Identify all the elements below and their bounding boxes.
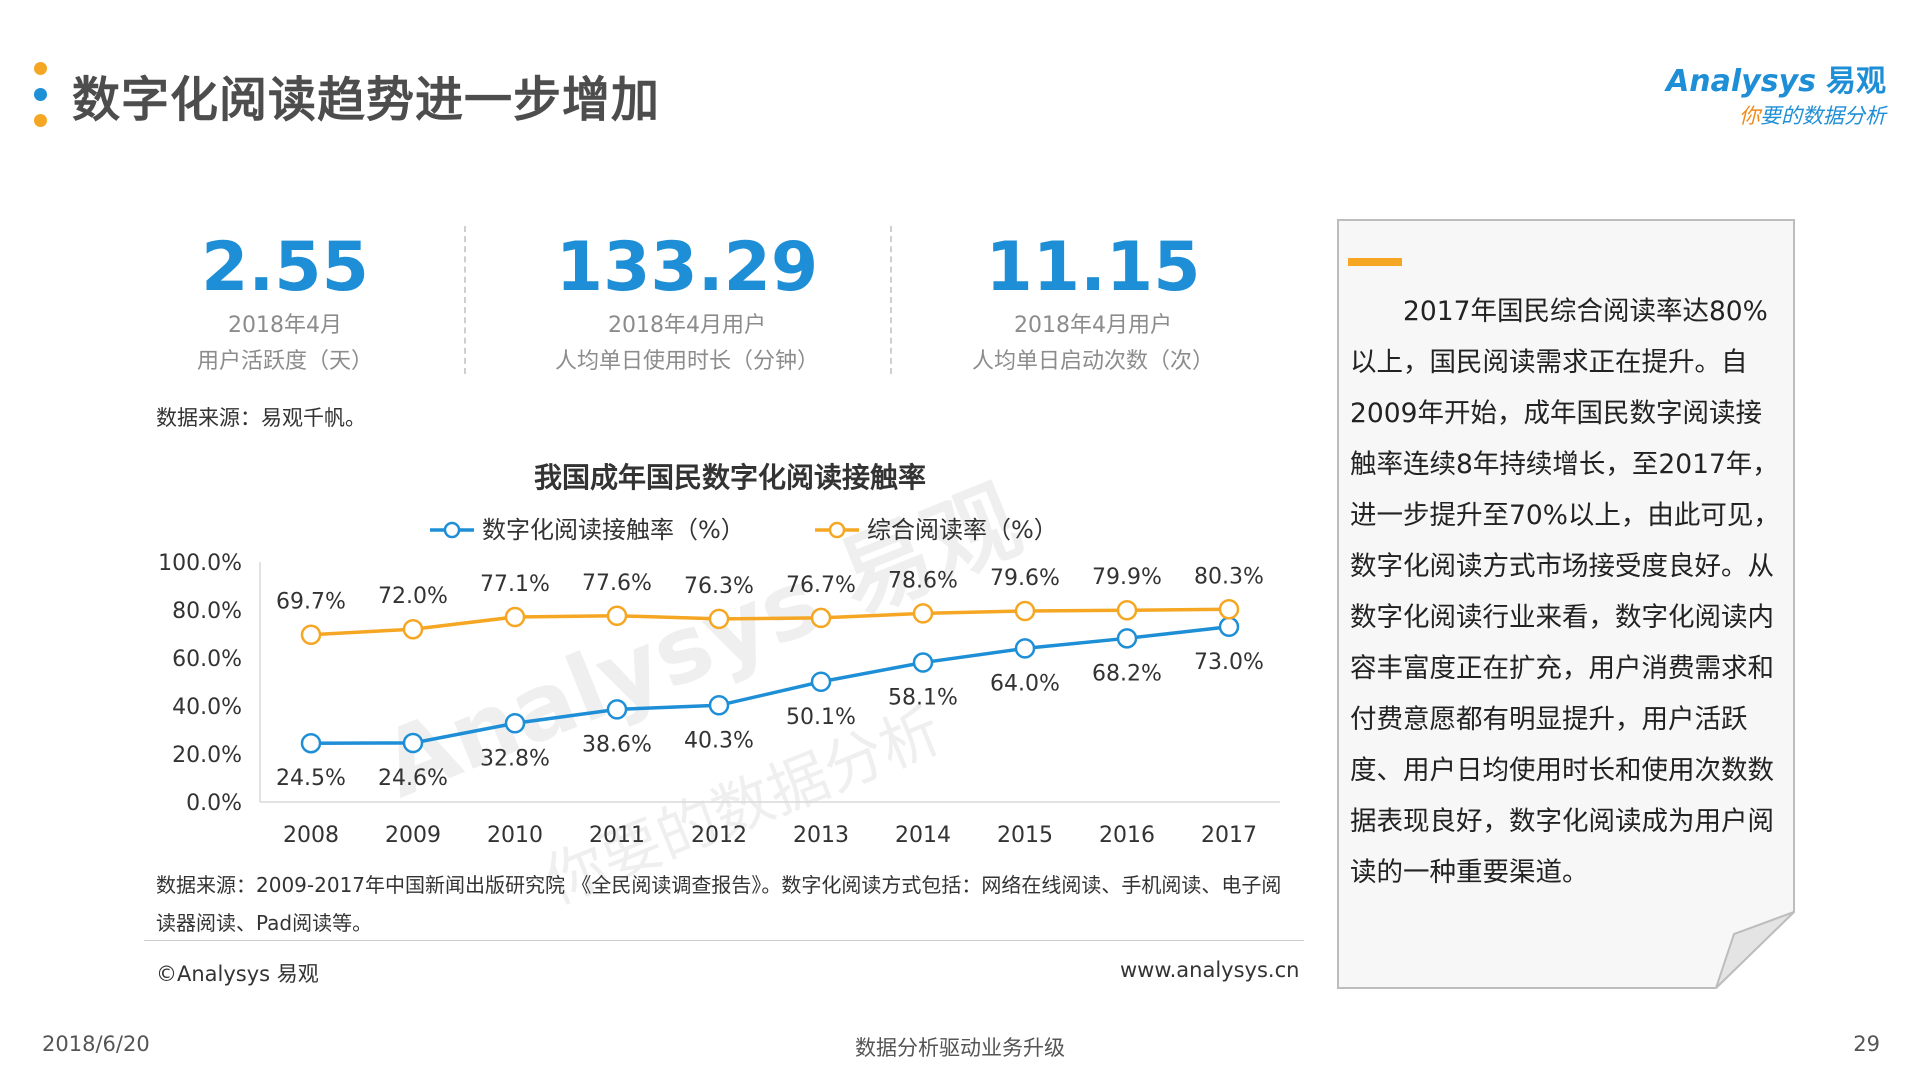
y-tick-label: 80.0% [172,599,242,624]
kpi-divider [890,226,892,374]
kpi-label-line2: 人均单日启动次数（次） [971,349,1214,374]
data-label: 78.6% [888,568,958,593]
x-tick-label: 2011 [589,823,645,848]
kpi-label-line2: 用户活跃度（天） [196,349,373,374]
data-point [1014,600,1036,622]
legend-label: 综合阅读率（%） [867,516,1058,544]
footer-slogan: 数据分析驱动业务升级 [855,1036,1065,1060]
data-point [1116,628,1138,649]
kpi-active-days: 2.55 2018年4月 用户活跃度（天） [120,228,450,380]
accent-bar [1348,258,1402,266]
data-point [402,732,424,754]
data-label: 68.2% [1092,661,1162,686]
data-point [300,732,322,754]
data-label: 76.7% [786,573,856,598]
y-tick-label: 40.0% [172,695,242,720]
data-point [504,606,526,628]
data-label: 58.1% [888,686,958,711]
orange-dot [34,62,47,75]
data-point [504,713,526,734]
data-point [606,605,628,627]
page-number: 29 [1853,1032,1880,1056]
series-line [310,625,1230,745]
series-line [310,607,1230,637]
data-label: 80.3% [1194,564,1264,589]
kpi-value: 11.15 [985,228,1201,307]
insight-text: 2017年国民综合阅读率达80%以上，国民阅读需求正在提升。自2009年开始，成… [1350,296,1780,888]
data-point [810,607,832,629]
orange-dot [34,114,47,127]
data-label: 69.7% [276,590,346,615]
x-tick-label: 2015 [997,823,1053,848]
blue-dot [34,88,47,101]
data-label: 77.6% [582,571,652,596]
chart-title: 我国成年国民数字化阅读接触率 [533,461,926,494]
website-link[interactable]: www.analysys.cn [1120,958,1300,982]
x-tick-label: 2008 [283,823,339,848]
title-bullet-dots [34,62,50,132]
kpi-data-source: 数据来源：易观千帆。 [156,406,366,430]
data-label: 76.3% [684,574,754,599]
kpi-label-line1: 2018年4月 [228,313,342,338]
logo-wordmark: Analysys 易观 [1666,64,1886,99]
data-point [606,699,628,720]
x-tick-label: 2012 [691,823,747,848]
data-point [402,618,424,640]
y-tick-label: 60.0% [172,647,242,672]
chart-data-source: 数据来源：2009-2017年中国新闻出版研究院 《全民阅读调查报告》。数字化阅… [156,873,1282,935]
divider-line [144,940,1304,941]
copyright: ©Analysys 易观 [156,962,319,986]
data-point [708,695,730,716]
data-point [1116,599,1138,621]
data-point [810,671,832,693]
kpi-daily-launches: 11.15 2018年4月用户 人均单日启动次数（次） [928,228,1258,380]
data-label: 50.1% [786,705,856,730]
data-label: 32.8% [480,746,550,771]
logo-tagline: 你要的数据分析 [1739,104,1886,128]
data-label: 77.1% [480,572,550,597]
data-point [912,603,934,624]
data-label: 38.6% [582,732,652,757]
data-point [708,608,730,630]
x-tick-label: 2016 [1099,823,1155,848]
insight-note-card: 2017年国民综合阅读率达80%以上，国民阅读需求正在提升。自2009年开始，成… [1336,218,1796,990]
y-tick-label: 20.0% [172,743,242,768]
data-point [912,652,934,673]
legend-marker [443,521,461,539]
data-label: 73.0% [1194,650,1264,675]
kpi-divider [464,226,466,374]
line-chart: 0.0% 20.0% 40.0% 60.0% 80.0% 100.0% 2008 2009 20… [158,516,1280,848]
kpi-label-line2: 人均单日使用时长（分钟） [554,349,819,374]
data-point [1014,638,1036,659]
data-point [1218,599,1240,620]
data-label: 24.6% [378,766,448,791]
data-label: 79.6% [990,566,1060,591]
kpi-value: 2.55 [201,228,369,307]
data-point [1218,616,1240,638]
x-tick-label: 2017 [1201,823,1257,848]
legend-marker [828,521,846,539]
data-label: 24.5% [276,766,346,791]
kpi-label-line1: 2018年4月用户 [608,313,766,338]
x-tick-label: 2014 [895,823,951,848]
note-paper-shape [1337,219,1795,989]
x-tick-label: 2013 [793,823,849,848]
y-tick-label: 100.0% [158,551,242,576]
analysys-logo: Analysys 易观 你要的数据分析 [1646,56,1886,136]
data-label: 72.0% [378,584,448,609]
footer-date: 2018/6/20 [42,1032,150,1056]
x-tick-label: 2010 [487,823,543,848]
kpi-value: 133.29 [555,228,819,307]
x-tick-label: 2009 [385,823,441,848]
page-title: 数字化阅读趋势进一步增加 [72,72,661,128]
kpi-daily-duration: 133.29 2018年4月用户 人均单日使用时长（分钟） [522,228,852,380]
data-point [300,624,322,645]
data-label: 64.0% [990,671,1060,696]
kpi-label-line1: 2018年4月用户 [1014,313,1172,338]
data-label: 79.9% [1092,565,1162,590]
legend-label: 数字化阅读接触率（%） [482,516,745,544]
y-tick-label: 0.0% [186,791,242,816]
data-label: 40.3% [684,728,754,753]
